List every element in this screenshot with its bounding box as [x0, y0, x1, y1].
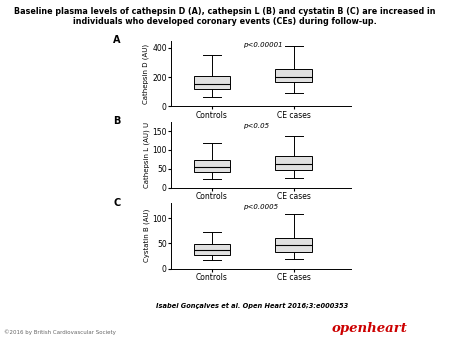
Text: B: B — [113, 116, 121, 126]
Y-axis label: Cathepsin L (AU) U: Cathepsin L (AU) U — [143, 122, 149, 188]
Text: C: C — [113, 197, 121, 208]
Text: A: A — [113, 35, 121, 45]
Text: ©2016 by British Cardiovascular Society: ©2016 by British Cardiovascular Society — [4, 329, 117, 335]
PathPatch shape — [194, 244, 230, 255]
Y-axis label: Cystatin B (AU): Cystatin B (AU) — [143, 209, 149, 262]
Text: openheart: openheart — [331, 322, 407, 335]
Text: Isabel Gonçalves et al. Open Heart 2016;3:e000353: Isabel Gonçalves et al. Open Heart 2016;… — [156, 303, 348, 309]
PathPatch shape — [194, 76, 230, 89]
PathPatch shape — [275, 155, 312, 170]
PathPatch shape — [275, 238, 312, 252]
PathPatch shape — [275, 69, 312, 82]
Text: p<0.05: p<0.05 — [243, 123, 269, 129]
Y-axis label: Cathepsin D (AU): Cathepsin D (AU) — [143, 44, 149, 103]
Text: Baseline plasma levels of cathepsin D (A), cathepsin L (B) and cystatin B (C) ar: Baseline plasma levels of cathepsin D (A… — [14, 7, 436, 26]
Text: p<0.00001: p<0.00001 — [243, 42, 283, 48]
PathPatch shape — [194, 161, 230, 172]
Text: p<0.0005: p<0.0005 — [243, 204, 278, 210]
